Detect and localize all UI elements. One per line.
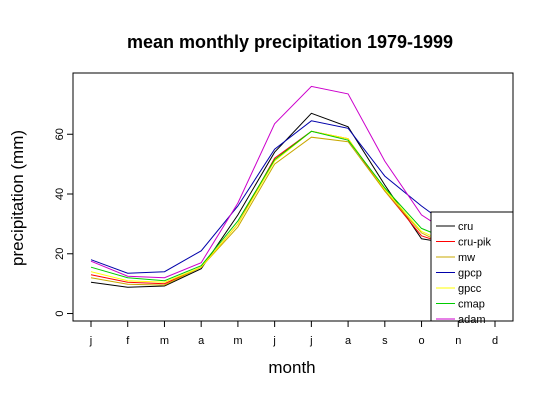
legend-box: [430, 211, 514, 322]
y-tick-label: 0: [54, 310, 66, 316]
plot-frame: [72, 72, 514, 322]
x-tick-label: j: [89, 335, 92, 347]
y-tick-label: 20: [54, 248, 66, 260]
x-tick-label: a: [198, 335, 205, 347]
series-line-mw: [90, 136, 496, 286]
x-tick-label: d: [492, 335, 498, 347]
series-line-adam: [90, 85, 496, 279]
legend: cru cru-pik mw gpcp gpcc cmap adam: [430, 211, 514, 326]
y-axis: 0 20 40 60: [54, 128, 73, 317]
y-tick-label: 40: [54, 188, 66, 200]
legend-label-adam: adam: [458, 314, 486, 326]
x-tick-label: m: [233, 335, 242, 347]
legend-label-cmap: cmap: [458, 299, 485, 311]
x-tick-label: s: [382, 335, 388, 347]
x-tick-label: a: [345, 335, 352, 347]
x-tick-label: j: [272, 335, 275, 347]
legend-label-mw: mw: [458, 252, 475, 264]
chart-title: mean monthly precipitation 1979-1999: [127, 32, 453, 52]
series-line-gpcc: [90, 130, 496, 283]
x-axis-label: month: [268, 358, 315, 377]
legend-label-cru-pik: cru-pik: [458, 237, 492, 249]
series-line-gpcp: [90, 120, 496, 274]
series-lines: [90, 85, 496, 288]
x-tick-label: o: [418, 335, 424, 347]
x-tick-label: m: [160, 335, 169, 347]
x-tick-label: j: [309, 335, 312, 347]
series-line-cmap: [90, 130, 496, 282]
legend-label-cru: cru: [458, 221, 473, 233]
series-line-cru: [90, 112, 496, 288]
series-line-cru-pik: [90, 130, 496, 285]
x-tick-label: f: [126, 335, 130, 347]
legend-label-gpcp: gpcp: [458, 268, 482, 280]
legend-label-gpcc: gpcc: [458, 283, 482, 295]
y-tick-label: 60: [54, 128, 66, 140]
y-axis-label: precipitation (mm): [8, 130, 27, 266]
x-tick-label: n: [455, 335, 461, 347]
